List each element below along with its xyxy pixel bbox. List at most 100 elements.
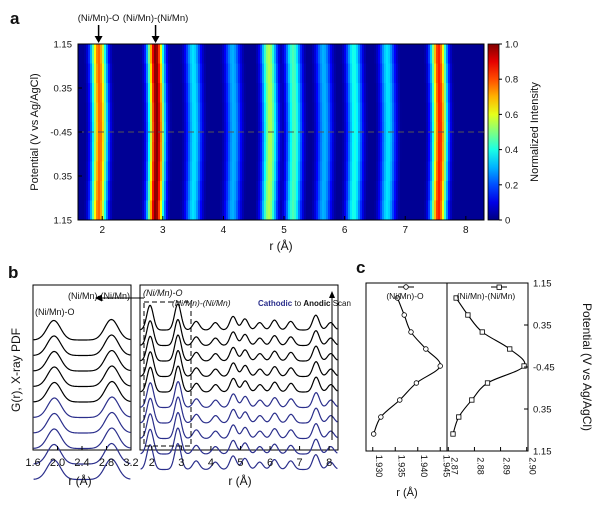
- heat-cell: [170, 44, 173, 65]
- heat-cell: [362, 44, 365, 65]
- heat-cell: [458, 200, 461, 221]
- heat-cell: [250, 180, 253, 201]
- heat-cell: [436, 161, 439, 182]
- heat-cell: [264, 180, 267, 201]
- heat-cell: [434, 122, 437, 143]
- heat-cell: [434, 141, 437, 162]
- heat-cell: [86, 83, 89, 104]
- heat-cell: [312, 44, 315, 65]
- heat-cell: [268, 63, 271, 84]
- heat-cell: [238, 141, 241, 162]
- c-point: [370, 431, 377, 437]
- heat-cell: [468, 141, 471, 162]
- heat-cell: [340, 44, 343, 65]
- heat-cell: [200, 200, 203, 221]
- panel-b-label: b: [8, 263, 18, 282]
- heat-cell: [128, 161, 131, 182]
- heat-cell: [234, 83, 237, 104]
- heat-cell: [336, 180, 339, 201]
- heat-cell: [136, 102, 139, 123]
- heat-cell: [356, 180, 359, 201]
- heat-cell: [394, 141, 397, 162]
- c-left-frame: [365, 282, 448, 452]
- heat-cell: [274, 122, 277, 143]
- heat-cell: [240, 63, 243, 84]
- heat-cell: [476, 83, 479, 104]
- heat-cell: [444, 44, 447, 65]
- heat-cell: [402, 200, 405, 221]
- heat-cell: [270, 102, 273, 123]
- heat-cell: [360, 102, 363, 123]
- heat-cell: [322, 102, 325, 123]
- heat-cell: [346, 122, 349, 143]
- heat-cell: [436, 122, 439, 143]
- heat-cell: [170, 63, 173, 84]
- heat-cell: [252, 180, 255, 201]
- heat-cell: [390, 83, 393, 104]
- heat-cell: [236, 141, 239, 162]
- heat-cell: [322, 161, 325, 182]
- heat-cell: [156, 180, 159, 201]
- heat-cell: [182, 102, 185, 123]
- heat-cell: [454, 200, 457, 221]
- scan-cathodic: Cathodic: [258, 299, 293, 308]
- heat-cell: [230, 141, 233, 162]
- heat-cell: [136, 83, 139, 104]
- heat-cell: [470, 200, 473, 221]
- heat-cell: [328, 161, 331, 182]
- heat-cell: [236, 44, 239, 65]
- heat-annotation-label: (Ni/Mn)-O: [78, 13, 120, 24]
- heat-cell: [320, 63, 323, 84]
- heat-cell: [300, 141, 303, 162]
- heat-cell: [124, 161, 127, 182]
- heat-cell: [390, 141, 393, 162]
- heat-cell: [330, 161, 333, 182]
- heat-cell: [106, 141, 109, 162]
- colorbar-ticks: 1.00.80.60.40.20: [499, 40, 518, 227]
- heat-cell: [164, 180, 167, 201]
- heat-cell: [128, 44, 131, 65]
- heat-cell: [172, 44, 175, 65]
- heat-cell: [440, 44, 443, 65]
- heat-cell: [142, 161, 145, 182]
- heat-cell: [214, 63, 217, 84]
- heat-cell: [324, 83, 327, 104]
- heat-cell: [480, 83, 483, 104]
- heat-cell: [298, 83, 301, 104]
- heat-cell: [304, 44, 307, 65]
- heat-cell: [200, 161, 203, 182]
- heat-cell: [194, 200, 197, 221]
- heat-cell: [246, 141, 249, 162]
- heat-cell: [426, 102, 429, 123]
- heat-cell: [92, 161, 95, 182]
- heat-cell: [452, 83, 455, 104]
- heat-cell: [402, 44, 405, 65]
- heat-cell: [448, 180, 451, 201]
- heat-cell: [176, 180, 179, 201]
- heat-cell: [288, 141, 291, 162]
- heat-cell: [316, 102, 319, 123]
- heat-cell: [216, 141, 219, 162]
- heat-cell: [278, 200, 281, 221]
- heat-cell: [288, 83, 291, 104]
- heat-cell: [304, 102, 307, 123]
- heat-cell: [416, 44, 419, 65]
- heat-cell: [102, 200, 105, 221]
- heat-cell: [104, 180, 107, 201]
- heat-cell: [448, 44, 451, 65]
- c-point: [408, 329, 414, 335]
- heat-cell: [278, 141, 281, 162]
- heat-cell: [206, 83, 209, 104]
- heat-cell: [138, 200, 141, 221]
- heat-cell: [472, 83, 475, 104]
- heat-cell: [140, 180, 143, 201]
- colorbar-tick-label: 0.2: [505, 180, 518, 191]
- heat-cell: [196, 180, 199, 201]
- heat-cell: [384, 102, 387, 123]
- heat-cell: [132, 44, 135, 65]
- heat-cell: [254, 180, 257, 201]
- heat-cell: [108, 102, 111, 123]
- heat-cell: [168, 63, 171, 84]
- heat-cell: [286, 63, 289, 84]
- heat-cell: [366, 200, 369, 221]
